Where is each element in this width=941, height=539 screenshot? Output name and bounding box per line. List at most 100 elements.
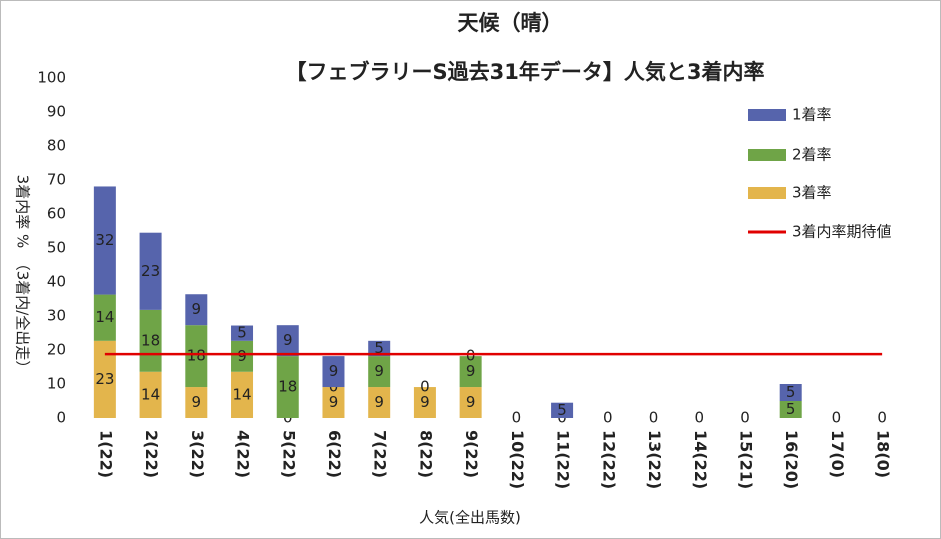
legend-label: 3着率 [792,184,832,202]
bar-segment [93,186,116,295]
x-tick-label: 18(0) [874,430,893,478]
data-label: 14 [232,385,251,403]
y-tick-label: 60 [47,205,66,223]
x-tick-label: 11(22) [554,430,573,489]
legend-swatch [748,149,786,161]
data-label: 5 [557,401,567,419]
chart-title: 天候（晴） [458,11,563,35]
y-tick-label: 100 [37,69,66,87]
legend-swatch [748,187,786,199]
x-tick-label: 7(22) [371,430,390,478]
x-tick-label: 3(22) [188,430,207,478]
y-tick-label: 40 [47,273,66,291]
data-label: 18 [187,347,206,365]
bar-segment [322,356,345,388]
data-label: 9 [466,393,476,411]
bar-segment [139,371,162,418]
data-label: 9 [374,362,384,380]
bar-segment [276,356,299,418]
x-tick-label: 12(22) [599,430,618,489]
data-label: 0 [649,409,659,427]
x-tick-label: 8(22) [416,430,435,478]
data-label: 23 [95,370,114,388]
data-label: 0 [740,409,750,427]
bar-segment [322,387,345,418]
data-label: 9 [192,300,202,318]
data-label: 0 [832,409,842,427]
data-label: 9 [374,393,384,411]
x-tick-label: 14(22) [691,430,710,489]
data-label: 0 [420,378,430,396]
bar-segment [139,309,162,372]
data-label: 0 [603,409,613,427]
bar-segment [231,325,254,341]
data-label: 14 [141,385,160,403]
data-label: 0 [694,409,704,427]
data-label: 0 [877,409,887,427]
data-label: 9 [237,347,247,365]
y-tick-label: 10 [47,375,66,393]
legend-label: 3着内率期待値 [792,223,892,241]
data-label: 9 [466,362,476,380]
data-label: 23 [141,262,160,280]
chart-subtitle: 【フェブラリーS過去31年データ】人気と3着内率 [286,60,765,84]
x-tick-label: 16(20) [782,430,801,489]
legend-swatch [748,109,786,121]
x-tick-label: 13(22) [645,430,664,489]
y-tick-label: 50 [47,239,66,257]
data-label: 18 [278,378,297,396]
data-label: 5 [237,324,247,342]
bar-segment [185,325,208,388]
x-tick-label: 9(22) [462,430,481,478]
bar-segment [413,387,436,418]
bar-segment [93,294,116,341]
data-label: 0 [466,347,476,365]
data-label: 9 [192,393,202,411]
y-tick-label: 70 [47,171,66,189]
data-label: 9 [283,331,293,349]
data-label: 5 [374,339,384,357]
bar-segment [779,384,802,401]
bar-segment [139,232,162,310]
data-label: 18 [141,331,160,349]
bar-segment [185,294,208,326]
bar-segment [551,402,574,418]
x-tick-label: 4(22) [234,430,253,478]
bar-segment [276,325,299,357]
bar-segment [185,387,208,418]
bar-segment [368,340,391,357]
bar-segment [779,401,802,418]
data-label: 32 [95,231,114,249]
data-label: 14 [95,308,114,326]
x-tick-label: 6(22) [325,430,344,478]
x-tick-label: 10(22) [508,430,527,489]
y-axis-label: 3着内率 % （3着内/全出走） [14,175,32,376]
x-tick-label: 1(22) [96,430,115,478]
legend-label: 1着率 [792,106,832,124]
y-tick-label: 80 [47,137,66,155]
y-tick-label: 30 [47,307,66,325]
bar-segment [93,340,116,418]
bar-segment [459,387,482,418]
x-tick-label: 5(22) [279,430,298,478]
x-axis-label: 人気(全出馬数) [419,509,521,527]
data-label: 9 [329,393,339,411]
data-label: 9 [329,362,339,380]
legend-label: 2着率 [792,146,832,164]
data-label: 5 [786,400,796,418]
y-tick-label: 90 [47,103,66,121]
y-tick-label: 20 [47,341,66,359]
data-label: 0 [512,409,522,427]
data-label: 9 [420,393,430,411]
x-tick-label: 2(22) [142,430,161,478]
y-tick-label: 0 [56,409,66,427]
data-label: 5 [786,383,796,401]
bar-segment [459,356,482,388]
bar-segment [368,387,391,418]
x-tick-label: 15(21) [736,430,755,489]
bar-segment [231,340,254,372]
x-tick-label: 17(0) [828,430,847,478]
bar-segment [368,356,391,388]
bar-segment [231,371,254,418]
